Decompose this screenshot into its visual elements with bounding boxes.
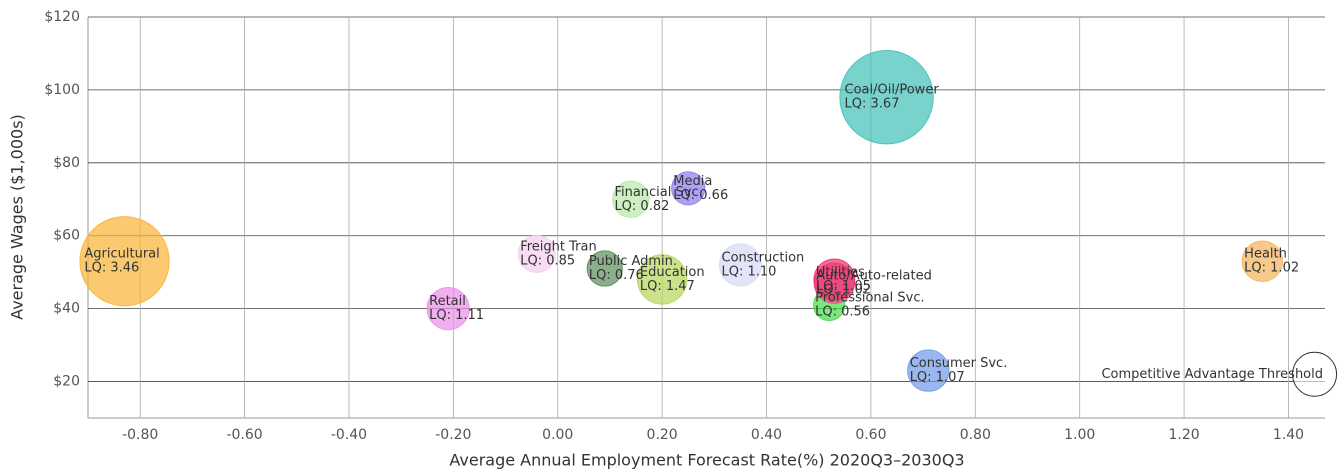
y-tick-label: $40 bbox=[53, 301, 80, 317]
x-tick-label: 0.20 bbox=[647, 427, 678, 443]
threshold-label: Competitive Advantage Threshold bbox=[1101, 367, 1323, 382]
y-tick-label: $20 bbox=[53, 374, 80, 390]
y-tick-label: $100 bbox=[44, 82, 80, 98]
y-tick-label: $80 bbox=[53, 155, 80, 171]
bubble-lq-label: LQ: 0.66 bbox=[673, 188, 728, 203]
x-tick-label: -0.60 bbox=[226, 427, 262, 443]
bubble-name: Media bbox=[673, 174, 712, 189]
bubble-name: Public Admin. bbox=[589, 254, 677, 269]
bubble-name: Education bbox=[640, 265, 705, 280]
bubble-lq-label: LQ: 0.56 bbox=[815, 304, 870, 319]
x-axis-title: Average Annual Employment Forecast Rate(… bbox=[449, 451, 964, 470]
bubble-name: Freight Tran bbox=[520, 239, 597, 254]
bubble-name: Consumer Svc. bbox=[910, 356, 1008, 371]
y-tick-label: $60 bbox=[53, 228, 80, 244]
x-tick-label: 1.40 bbox=[1273, 427, 1304, 443]
x-tick-label: 1.00 bbox=[1064, 427, 1095, 443]
bubble-name: Auto/Auto-related bbox=[816, 269, 932, 284]
bubble-name: Financial Svc. bbox=[614, 185, 702, 200]
bubble-name: Utilities bbox=[816, 265, 865, 280]
bubble-lq-label: LQ: 1.47 bbox=[640, 279, 695, 294]
bubble bbox=[426, 287, 470, 331]
bubble bbox=[79, 216, 170, 307]
bubble-name: Agricultural bbox=[84, 247, 159, 262]
bubble-lq-label: LQ: 1.02 bbox=[1244, 261, 1299, 276]
bubble bbox=[612, 180, 650, 218]
threshold-circle bbox=[1292, 351, 1338, 397]
bubble-lq-label: LQ: 3.46 bbox=[84, 261, 139, 276]
x-tick-label: -0.20 bbox=[435, 427, 471, 443]
bubble-lq-label: LQ: 1.10 bbox=[722, 264, 777, 279]
bubble bbox=[671, 171, 706, 206]
bubble-lq-label: LQ: 1.07 bbox=[910, 370, 965, 385]
bubble bbox=[718, 243, 762, 287]
bubble bbox=[586, 250, 623, 287]
bubble-name: Health bbox=[1244, 247, 1287, 262]
bubble-lq-label: LQ: 0.82 bbox=[614, 199, 669, 214]
x-tick-label: 0.60 bbox=[855, 427, 886, 443]
bubble-lq-label: LQ: 1.02 bbox=[816, 283, 871, 298]
x-tick-label: -0.40 bbox=[331, 427, 367, 443]
y-tick-label: $120 bbox=[44, 9, 80, 25]
bubble-lq-label: LQ: 3.67 bbox=[845, 97, 900, 112]
x-tick-label: 0.00 bbox=[542, 427, 573, 443]
bubble-lq-label: LQ: 0.76 bbox=[589, 268, 644, 283]
bubble bbox=[636, 254, 688, 305]
bubble-name: Coal/Oil/Power bbox=[845, 83, 940, 98]
bubble-lq-label: LQ: 0.85 bbox=[520, 253, 575, 268]
bubble-lq-label: LQ: 1.05 bbox=[816, 279, 871, 294]
bubble-name: Professional Svc. bbox=[815, 290, 924, 305]
y-axis-title: Average Wages ($1,000s) bbox=[8, 114, 27, 320]
x-tick-label: 1.20 bbox=[1168, 427, 1199, 443]
bubble bbox=[1241, 240, 1284, 282]
bubble bbox=[517, 234, 556, 273]
bubble bbox=[813, 258, 856, 301]
bubble-name: Construction bbox=[722, 250, 805, 265]
bubble bbox=[907, 349, 950, 392]
x-tick-label: -0.80 bbox=[122, 427, 158, 443]
bubble-name: Retail bbox=[429, 294, 466, 309]
x-tick-label: 0.40 bbox=[751, 427, 782, 443]
bubble-lq-label: LQ: 1.11 bbox=[429, 308, 484, 323]
x-tick-label: 0.80 bbox=[960, 427, 991, 443]
bubble bbox=[839, 49, 934, 145]
